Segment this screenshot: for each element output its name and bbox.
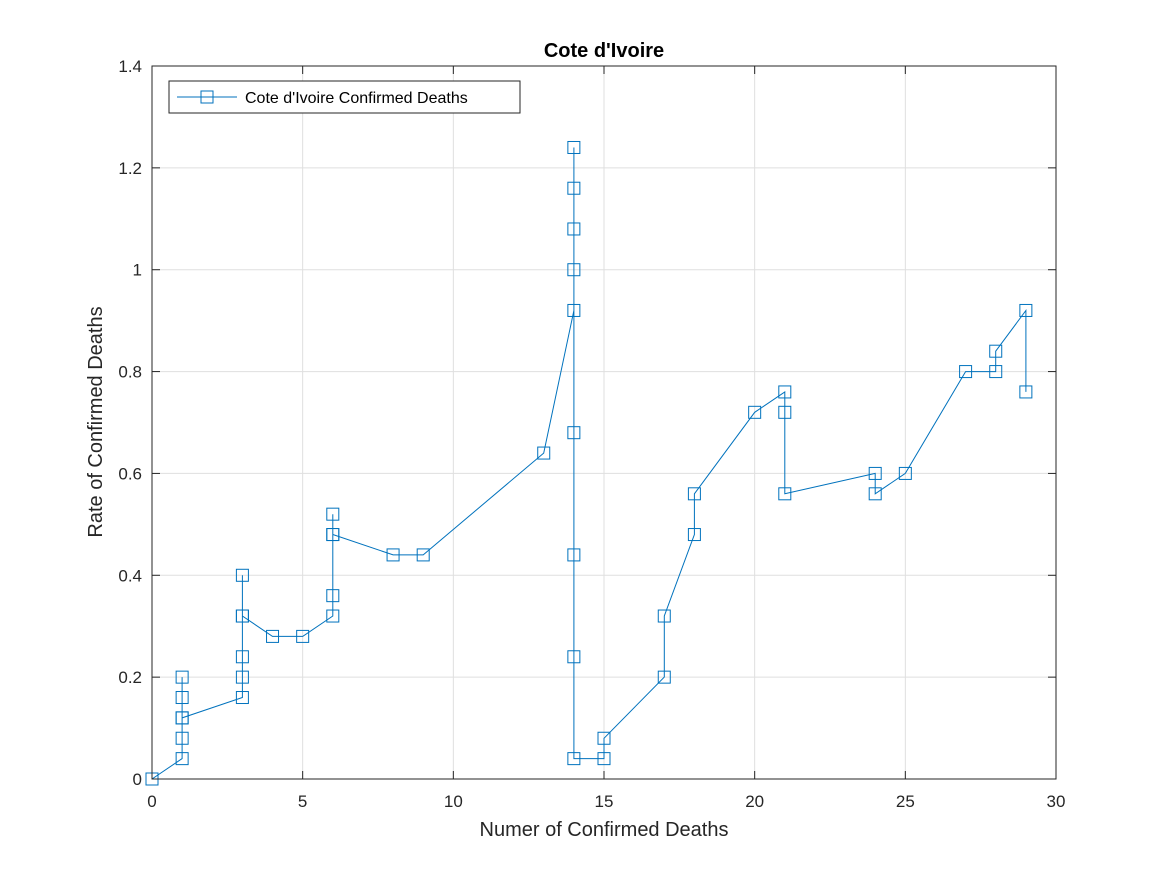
data-point-marker (416, 548, 430, 562)
data-point-marker (326, 507, 340, 521)
data-point-marker (175, 711, 189, 725)
data-point-marker (175, 691, 189, 705)
x-tick-label: 20 (745, 792, 764, 811)
data-point-marker (959, 365, 973, 379)
y-tick-label: 0.2 (118, 668, 142, 687)
data-point-marker (868, 466, 882, 480)
y-tick-label: 1.4 (118, 57, 142, 76)
y-tick-label: 0.4 (118, 566, 142, 585)
data-point-marker (235, 568, 249, 582)
data-point-marker (657, 670, 671, 684)
chart-title: Cote d'Ivoire (544, 40, 664, 62)
data-point-marker (567, 426, 581, 440)
data-point-marker (868, 487, 882, 501)
y-tick-label: 0.6 (118, 464, 142, 483)
data-point-marker (175, 731, 189, 745)
data-point-marker (567, 222, 581, 236)
y-tick-label: 1 (133, 261, 142, 280)
legend-marker-square (200, 90, 214, 104)
y-tick-label: 0.8 (118, 363, 142, 382)
data-point-marker (235, 650, 249, 664)
data-point-marker (898, 466, 912, 480)
data-point-marker (326, 589, 340, 603)
data-point-marker (235, 609, 249, 623)
data-point-marker (687, 487, 701, 501)
data-point-marker (989, 365, 1003, 379)
x-tick-label: 5 (298, 792, 307, 811)
data-point-marker (175, 752, 189, 766)
data-point-marker (326, 528, 340, 542)
data-point-marker (537, 446, 551, 460)
y-axis-title: Rate of Confirmed Deaths (85, 306, 107, 537)
x-tick-label: 30 (1047, 792, 1066, 811)
data-point-marker (748, 405, 762, 419)
x-tick-label: 0 (147, 792, 156, 811)
x-axis-title: Numer of Confirmed Deaths (480, 819, 729, 841)
data-point-marker (567, 650, 581, 664)
data-point-marker (175, 670, 189, 684)
data-point-marker (778, 405, 792, 419)
data-point-marker (597, 752, 611, 766)
data-point-marker (266, 629, 280, 643)
data-point-marker (778, 487, 792, 501)
data-point-marker (567, 263, 581, 277)
data-point-marker (1019, 385, 1033, 399)
data-point-marker (235, 691, 249, 705)
data-point-marker (296, 629, 310, 643)
legend-label: Cote d'Ivoire Confirmed Deaths (245, 90, 468, 107)
data-point-marker (687, 528, 701, 542)
axis-ticks: 0 5 10 15 20 25 30 0 0.2 0.4 0.6 0.8 1 1.2 1.4 (118, 57, 1065, 811)
data-point-marker (326, 609, 340, 623)
data-point-marker (235, 670, 249, 684)
data-point-marker (597, 731, 611, 745)
data-point-marker (1019, 303, 1033, 317)
y-tick-label: 0 (133, 770, 142, 789)
data-point-marker (567, 181, 581, 195)
data-point-marker (567, 140, 581, 154)
data-point-marker (567, 752, 581, 766)
data-point-marker (778, 385, 792, 399)
data-point-marker (989, 344, 1003, 358)
x-tick-label: 15 (595, 792, 614, 811)
data-point-marker (567, 303, 581, 317)
y-tick-label: 1.2 (118, 159, 142, 178)
x-tick-label: 10 (444, 792, 463, 811)
data-point-marker (567, 548, 581, 562)
x-tick-label: 25 (896, 792, 915, 811)
data-point-marker (386, 548, 400, 562)
series-line (151, 147, 1027, 780)
legend: Cote d'Ivoire Confirmed Deaths (168, 80, 521, 114)
data-point-marker (657, 609, 671, 623)
